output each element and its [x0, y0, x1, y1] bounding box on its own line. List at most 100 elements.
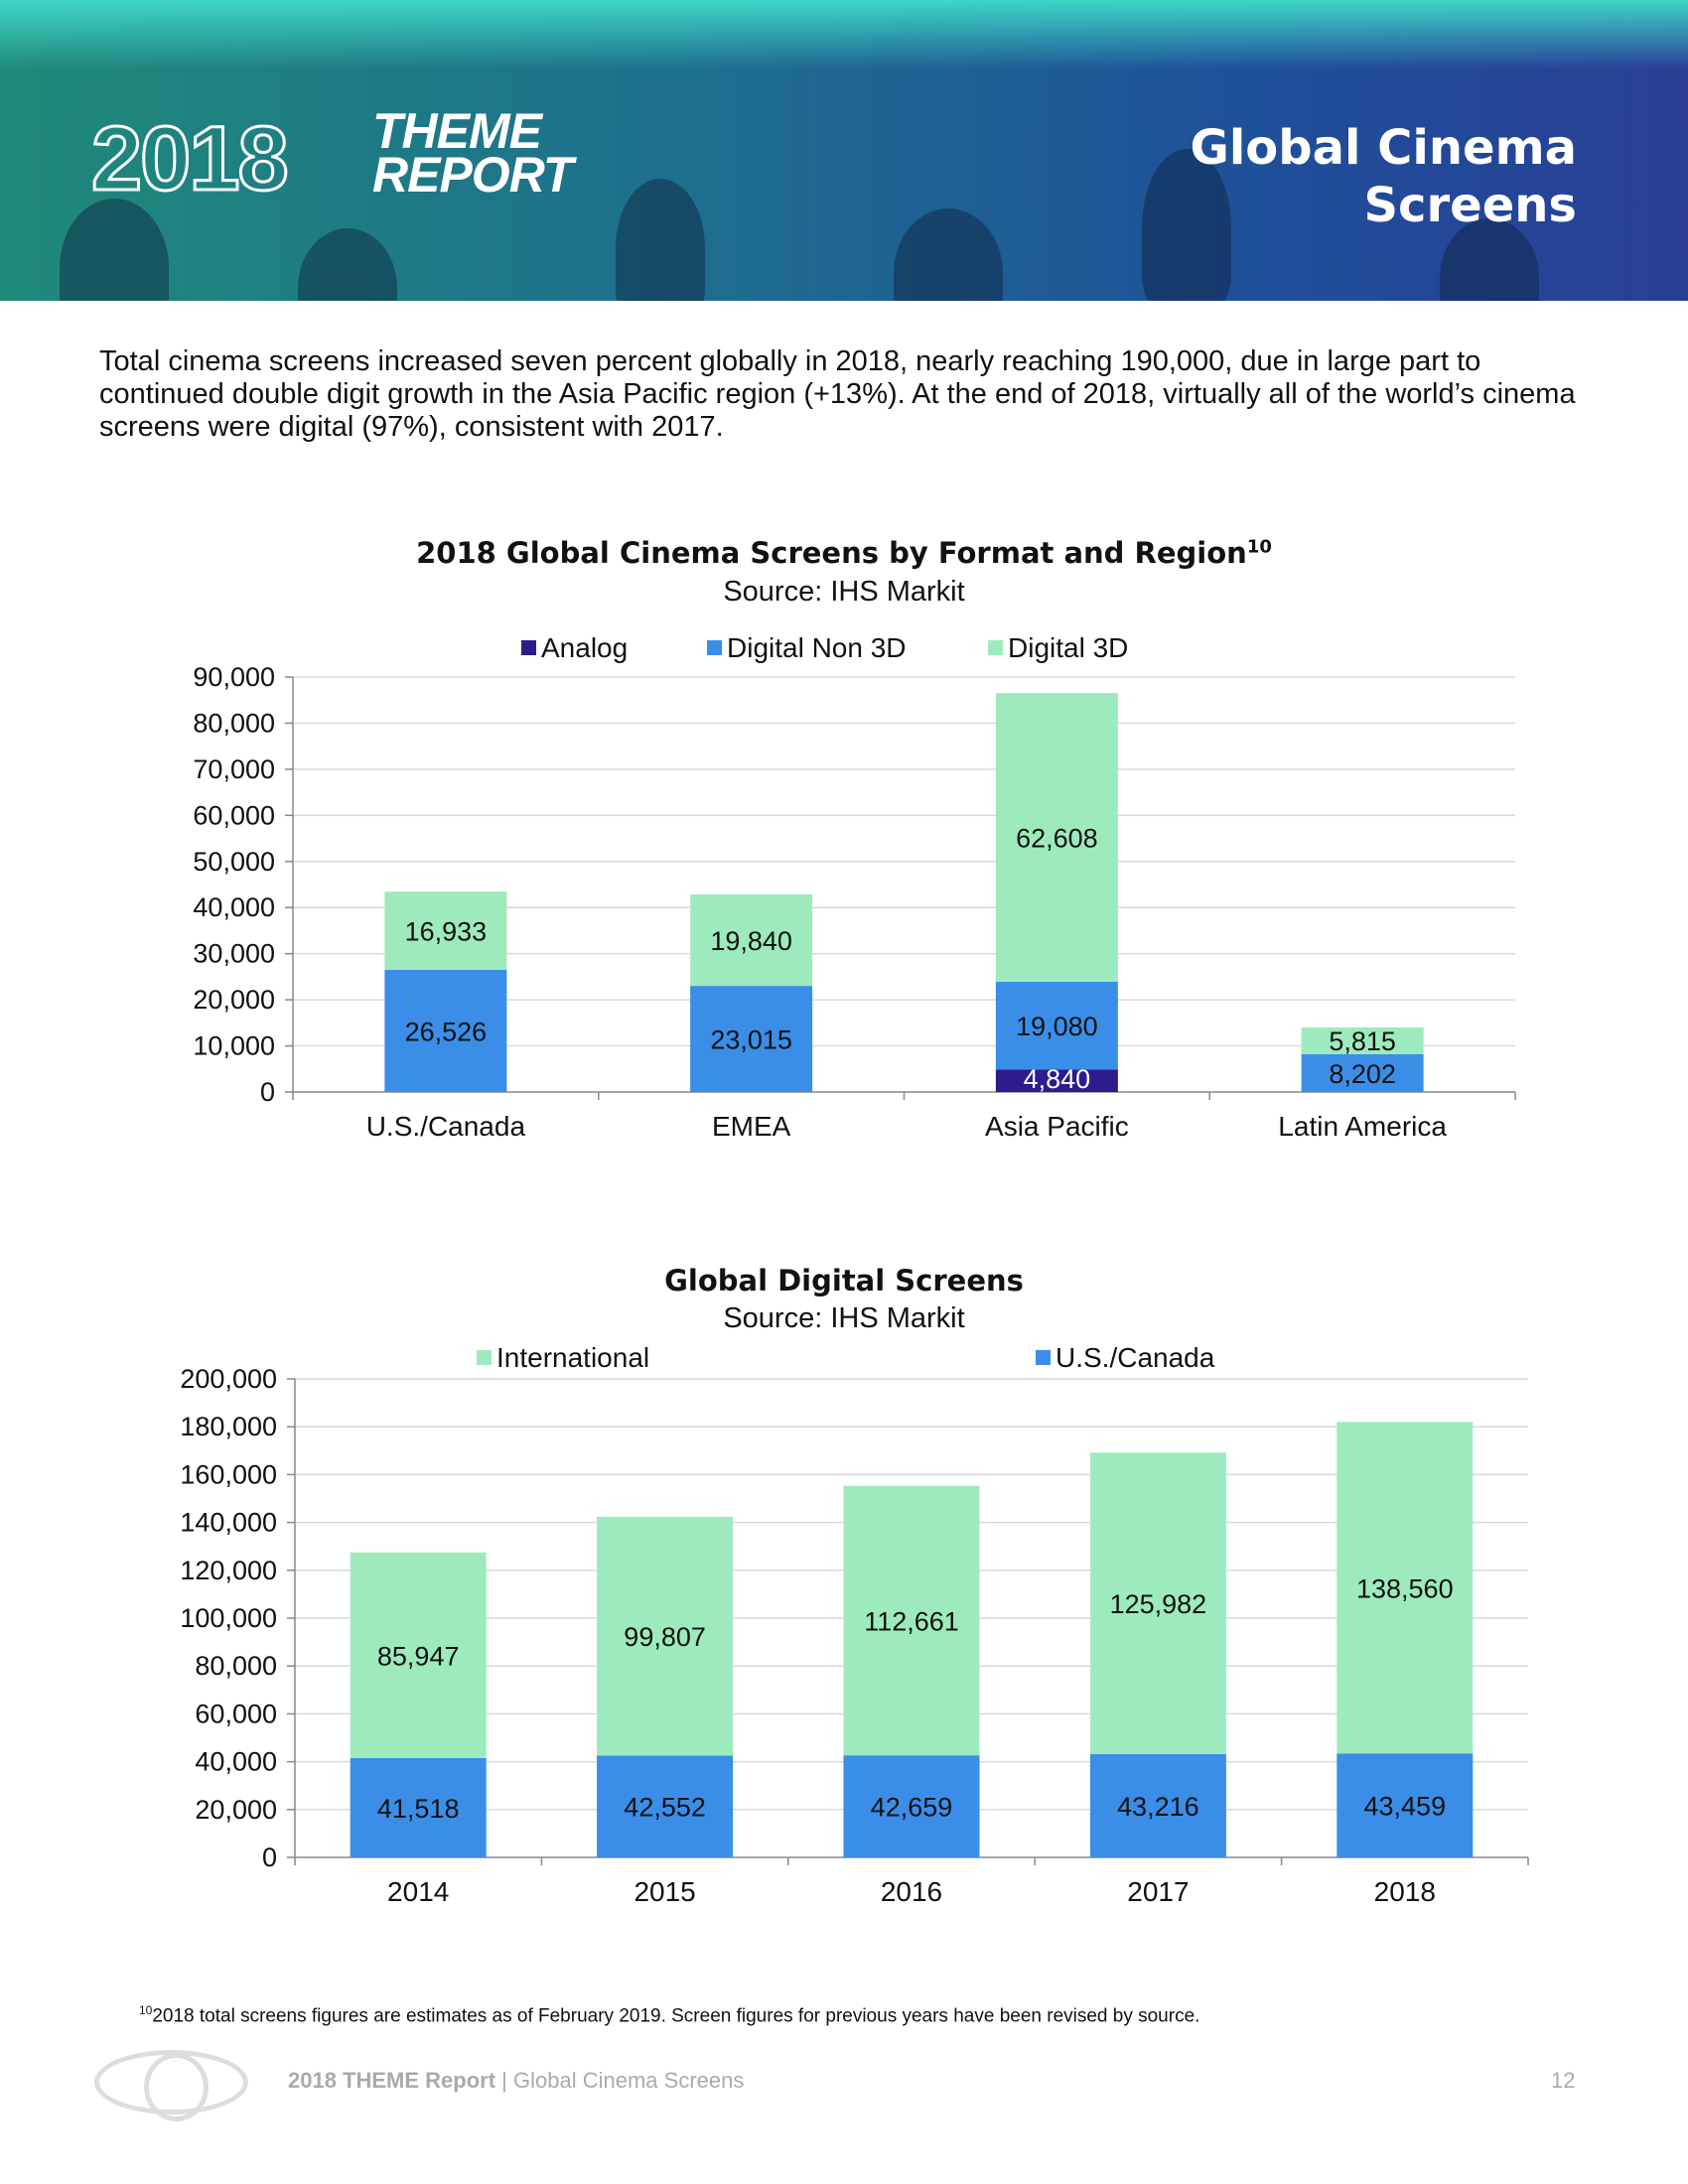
chart1-ytick-label: 90,000 — [193, 662, 275, 692]
chart2-legend-swatch — [1036, 1350, 1051, 1365]
chart2-category-label: 2015 — [633, 1876, 695, 1907]
page-number: 12 — [1551, 2068, 1576, 2093]
chart1-bar-digital-3d — [1301, 1026, 1424, 1054]
chart2-data-label: 125,982 — [1110, 1589, 1207, 1619]
header-banner: 2018 THEME REPORT Global Cinema Screens — [0, 0, 1688, 301]
chart2-data-label: 85,947 — [377, 1641, 460, 1671]
chart2-ytick-label: 40,000 — [195, 1747, 277, 1777]
logo-report: REPORT — [372, 147, 573, 203]
chart1-ytick-label: 40,000 — [193, 892, 275, 922]
chart1-bar-digital-non-3d — [384, 969, 507, 1092]
chart2-ytick-label: 140,000 — [180, 1508, 277, 1538]
chart2-bar-international — [843, 1485, 980, 1756]
footer-text: 2018 THEME Report | Global Cinema Screen… — [288, 2068, 744, 2094]
chart1-bar-digital-non-3d — [1301, 1053, 1424, 1092]
chart2-ytick-label: 200,000 — [180, 1364, 277, 1394]
chart2-ytick-label: 20,000 — [195, 1795, 277, 1825]
chart1-bar-digital-non-3d — [995, 981, 1118, 1070]
intro-paragraph: Total cinema screens increased seven per… — [99, 345, 1576, 443]
chart1-category-label: EMEA — [712, 1111, 791, 1142]
chart2-title: Global Digital Screens — [664, 1264, 1024, 1297]
chart1-title: 2018 Global Cinema Screens by Format and… — [0, 536, 1688, 570]
chart1-title-text: 2018 Global Cinema Screens by Format and… — [416, 536, 1247, 570]
chart1-ytick-label: 10,000 — [193, 1031, 275, 1061]
footnote: 102018 total screens figures are estimat… — [139, 2003, 1199, 2027]
film-reel-globe-logo — [94, 2050, 248, 2121]
chart1-ytick-label: 80,000 — [193, 708, 275, 738]
chart1-ytick-label: 60,000 — [193, 800, 275, 830]
logo-word: THEME REPORT — [372, 103, 573, 203]
chart1-data-label: 62,608 — [1016, 824, 1098, 854]
chart1-data-label: 19,840 — [710, 926, 792, 956]
chart1-data-label: 23,015 — [710, 1025, 792, 1055]
chart2-data-label: 42,659 — [871, 1793, 953, 1823]
chart1-legend-swatch — [521, 640, 536, 655]
chart2-legend-swatch — [477, 1350, 492, 1365]
footer-section: Global Cinema Screens — [513, 2068, 745, 2093]
footer-separator: | — [495, 2068, 514, 2093]
chart2-category-label: 2016 — [881, 1876, 942, 1907]
chart2-category-label: 2018 — [1374, 1876, 1436, 1907]
chart2-data-label: 43,216 — [1117, 1792, 1199, 1822]
chart1-legend-swatch — [988, 640, 1003, 655]
title-line-1: Global Cinema — [1190, 120, 1577, 176]
chart1-category-label: U.S./Canada — [366, 1111, 526, 1142]
chart2-category-label: 2017 — [1127, 1876, 1189, 1907]
chart2-bar-u-s-canada — [1089, 1753, 1226, 1857]
chart1-category-label: Latin America — [1278, 1111, 1447, 1142]
chart1-ytick-label: 20,000 — [193, 985, 275, 1015]
chart1-data-label: 26,526 — [405, 1017, 488, 1046]
chart1-legend-label: Analog — [541, 632, 628, 663]
footer-report: 2018 THEME Report — [288, 2068, 496, 2093]
chart1-data-label: 5,815 — [1329, 1026, 1396, 1056]
chart2-data-label: 138,560 — [1356, 1573, 1454, 1603]
chart2-bar-international — [597, 1516, 734, 1756]
title-line-2: Screens — [1363, 178, 1577, 233]
chart1-legend-label: Digital 3D — [1008, 632, 1128, 663]
chart2-bar-international — [1336, 1422, 1474, 1754]
chart1-bar-digital-3d — [690, 893, 813, 987]
chart1-data-label: 8,202 — [1329, 1059, 1396, 1089]
chart2-bar-u-s-canada — [597, 1755, 734, 1857]
chart2-bar-u-s-canada — [843, 1755, 980, 1857]
chart1-data-label: 19,080 — [1016, 1012, 1098, 1041]
chart2-ytick-label: 60,000 — [195, 1699, 277, 1728]
chart2-ytick-label: 100,000 — [180, 1603, 277, 1633]
chart2-ytick-label: 180,000 — [180, 1412, 277, 1441]
chart2-category-label: 2014 — [387, 1876, 449, 1907]
footnote-text: 2018 total screens figures are estimates… — [152, 2005, 1200, 2027]
chart2-ytick-label: 160,000 — [180, 1459, 277, 1489]
chart1-legend-label: Digital Non 3D — [727, 632, 907, 663]
chart1-bar-digital-3d — [995, 693, 1118, 982]
footnote-sup: 10 — [139, 2003, 153, 2017]
chart2-source: Source: IHS Markit — [723, 1302, 965, 1334]
chart1-ytick-label: 30,000 — [193, 939, 275, 969]
chart2-data-label: 99,807 — [624, 1622, 706, 1652]
chart1-bar-digital-3d — [384, 891, 507, 970]
chart1-bar-analog — [995, 1069, 1118, 1092]
logo-theme: THEME — [372, 103, 542, 159]
chart2-data-label: 41,518 — [377, 1794, 460, 1824]
chart2-ytick-label: 0 — [262, 1843, 277, 1872]
chart2-bar-international — [1089, 1452, 1226, 1754]
chart2-ytick-label: 120,000 — [180, 1556, 277, 1585]
chart2-legend-label: International — [496, 1342, 649, 1373]
chart2-legend-label: U.S./Canada — [1055, 1342, 1215, 1373]
chart2-bar-international — [350, 1552, 487, 1758]
chart1-ytick-label: 70,000 — [193, 754, 275, 784]
chart1-category-label: Asia Pacific — [985, 1111, 1129, 1142]
chart2-bar-u-s-canada — [1336, 1753, 1474, 1857]
chart1-legend-swatch — [707, 640, 722, 655]
chart2-data-label: 43,459 — [1364, 1792, 1447, 1822]
chart2-bar-u-s-canada — [350, 1757, 487, 1857]
chart1-source: Source: IHS Markit — [723, 576, 965, 608]
chart1-bar-digital-non-3d — [690, 986, 813, 1092]
chart1-ytick-label: 50,000 — [193, 847, 275, 877]
chart2-data-label: 112,661 — [864, 1606, 959, 1636]
page-title: Global Cinema Screens — [1190, 119, 1577, 234]
chart2-data-label: 42,552 — [624, 1793, 706, 1823]
chart2-ytick-label: 80,000 — [195, 1651, 277, 1681]
chart1-title-sup: 10 — [1246, 536, 1272, 558]
logo-year: 2018 — [90, 107, 291, 211]
